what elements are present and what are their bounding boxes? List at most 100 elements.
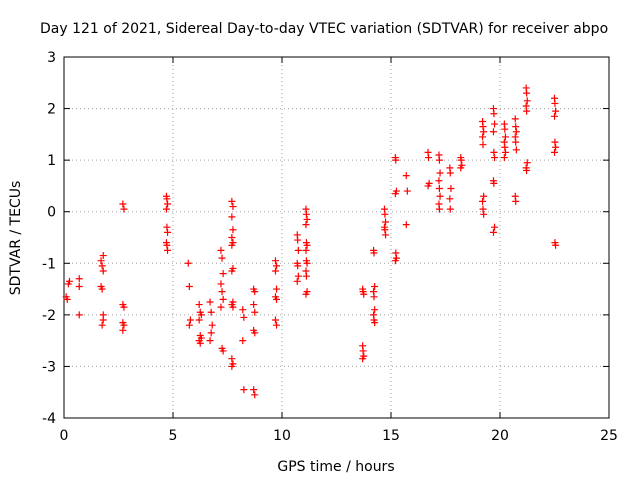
data-point: [435, 177, 443, 185]
data-point: [479, 205, 487, 213]
data-point: [228, 197, 236, 205]
data-point: [98, 285, 106, 293]
data-point: [251, 308, 259, 316]
data-point: [184, 259, 192, 267]
chart-title: Day 121 of 2021, Sidereal Day-to-day VTE…: [40, 21, 608, 37]
data-point: [402, 172, 410, 180]
data-point: [403, 187, 411, 195]
data-point: [479, 133, 487, 141]
data-point: [371, 282, 379, 290]
data-point: [229, 226, 237, 234]
x-tick-label: 10: [273, 428, 291, 444]
data-point: [490, 110, 498, 118]
data-point: [402, 221, 410, 229]
data-point: [371, 306, 379, 314]
data-point: [206, 298, 214, 306]
data-point: [163, 195, 171, 203]
data-point: [119, 326, 127, 334]
data-point: [219, 270, 227, 278]
data-point: [552, 107, 560, 115]
data-point: [446, 169, 454, 177]
data-point: [523, 89, 531, 97]
x-axis: 0 5 10 15 20 25: [60, 57, 618, 444]
data-point: [512, 138, 520, 146]
data-point: [523, 107, 531, 115]
data-point: [207, 308, 215, 316]
data-point: [479, 197, 487, 205]
data-point: [447, 185, 455, 193]
data-point: [551, 112, 558, 120]
data-point: [392, 156, 400, 164]
data-point: [251, 391, 259, 399]
data-point: [271, 316, 279, 324]
y-tick-label: 1: [47, 153, 56, 169]
data-point: [479, 123, 487, 131]
data-point: [229, 303, 237, 311]
data-point: [381, 226, 389, 234]
data-point: [219, 347, 227, 355]
data-point: [360, 290, 368, 298]
data-point: [251, 288, 259, 296]
data-point: [250, 301, 258, 309]
data-point: [294, 262, 302, 270]
data-point: [228, 234, 236, 241]
data-point: [512, 123, 520, 131]
y-tick-label: -3: [42, 359, 56, 375]
y-axis: -4 -3 -2 -1 0 1 2 3: [42, 50, 609, 427]
data-point: [162, 205, 170, 213]
y-tick-label: -2: [42, 308, 56, 324]
data-point: [551, 148, 558, 156]
data-point: [552, 143, 560, 151]
y-axis-label: SDTVAR / TECUs: [8, 181, 24, 296]
data-point: [185, 282, 193, 290]
data-point: [435, 205, 443, 213]
data-point: [381, 210, 389, 218]
data-point: [163, 241, 171, 249]
data-point: [391, 257, 399, 265]
x-axis-label: GPS time / hours: [277, 459, 394, 475]
data-point: [446, 195, 454, 203]
data-point: [98, 262, 106, 270]
x-tick-label: 0: [60, 428, 69, 444]
data-point: [251, 329, 259, 337]
data-point: [99, 267, 107, 275]
data-point: [65, 277, 73, 285]
data-point: [217, 246, 225, 254]
data-point: [501, 133, 509, 141]
data-point: [120, 321, 128, 329]
data-point: [491, 223, 499, 231]
y-tick-label: 0: [47, 205, 56, 221]
data-point: [303, 215, 311, 223]
x-tick-label: 20: [491, 428, 509, 444]
data-point: [501, 125, 509, 133]
data-point: [229, 203, 237, 211]
data-point: [195, 316, 203, 324]
data-point: [228, 355, 236, 363]
data-point: [370, 293, 378, 301]
data-point: [164, 246, 172, 254]
data-point: [490, 148, 498, 156]
data-point: [98, 321, 106, 329]
data-point: [120, 205, 128, 213]
data-point: [523, 166, 531, 174]
data-point: [457, 164, 465, 172]
data-point: [228, 213, 236, 221]
data-point: [294, 246, 302, 254]
y-tick-label: -1: [42, 256, 56, 272]
data-point: [185, 321, 193, 329]
data-point: [208, 321, 216, 329]
data-point: [196, 339, 204, 347]
data-point: [240, 313, 248, 321]
data-point: [371, 319, 379, 327]
data-point: [501, 143, 509, 151]
data-point: [512, 197, 520, 205]
data-point: [370, 249, 378, 257]
data-point: [239, 337, 247, 345]
data-point: [186, 316, 194, 324]
data-point: [271, 267, 279, 275]
data-point: [552, 241, 560, 249]
data-point: [97, 257, 105, 265]
data-series: [62, 84, 560, 399]
data-point: [75, 311, 83, 319]
data-point: [219, 295, 227, 303]
